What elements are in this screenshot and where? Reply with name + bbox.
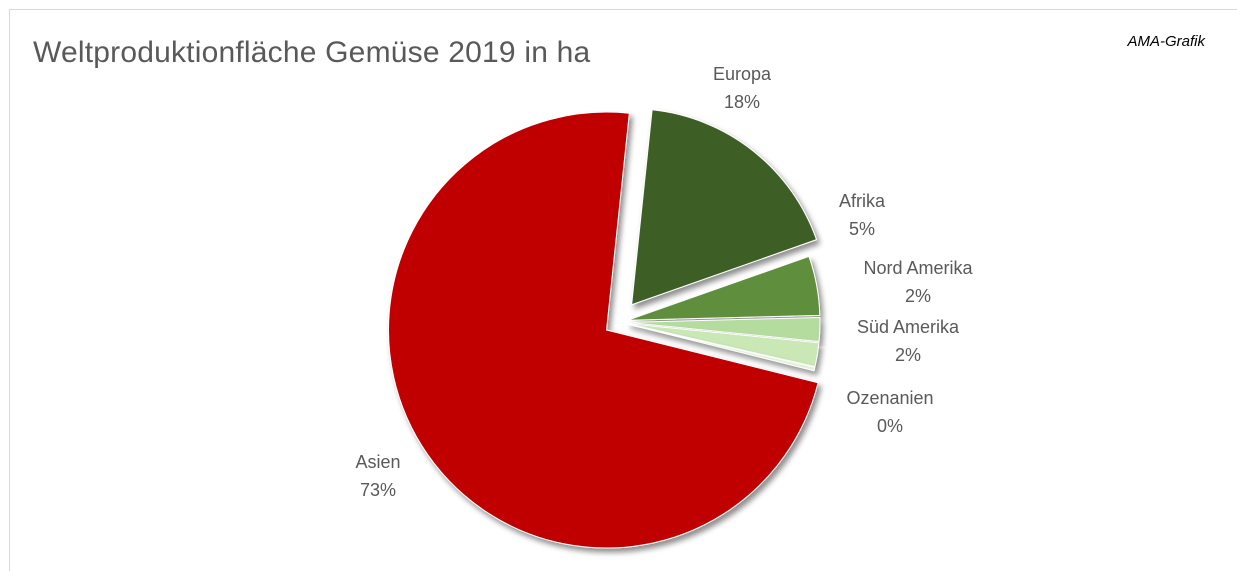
pie-slice-nord-amerika — [627, 317, 821, 343]
slice-percent-ozenanien: 0% — [877, 416, 903, 436]
pie-slices — [388, 109, 821, 549]
pie-slice-asien — [388, 111, 819, 549]
pie-slice-süd-amerika — [627, 323, 820, 368]
slice-label-nord-amerika: Nord Amerika — [863, 258, 973, 278]
pie-labels: Asien 73% Europa 18% Afrika 5% Nord Amerika 2% S… — [355, 64, 973, 500]
slice-label-afrika: Afrika — [839, 191, 886, 211]
slice-label-ozenanien: Ozenanien — [846, 388, 933, 408]
pie-slice-europa — [631, 109, 818, 306]
slice-percent-süd-amerika: 2% — [895, 345, 921, 365]
slice-label-europa: Europa — [713, 64, 772, 84]
slice-label-süd-amerika: Süd Amerika — [857, 317, 960, 337]
slice-percent-afrika: 5% — [849, 219, 875, 239]
chart-title: Weltproduktionfläche Gemüse 2019 in ha — [33, 36, 591, 69]
source-note: AMA-Grafik — [1127, 33, 1205, 50]
slice-percent-asien: 73% — [360, 480, 396, 500]
slice-percent-europa: 18% — [724, 92, 760, 112]
slice-label-asien: Asien — [355, 452, 400, 472]
slice-percent-nord-amerika: 2% — [905, 286, 931, 306]
pie-slice-afrika — [627, 255, 821, 321]
pie-slice-ozenanien — [627, 323, 816, 372]
